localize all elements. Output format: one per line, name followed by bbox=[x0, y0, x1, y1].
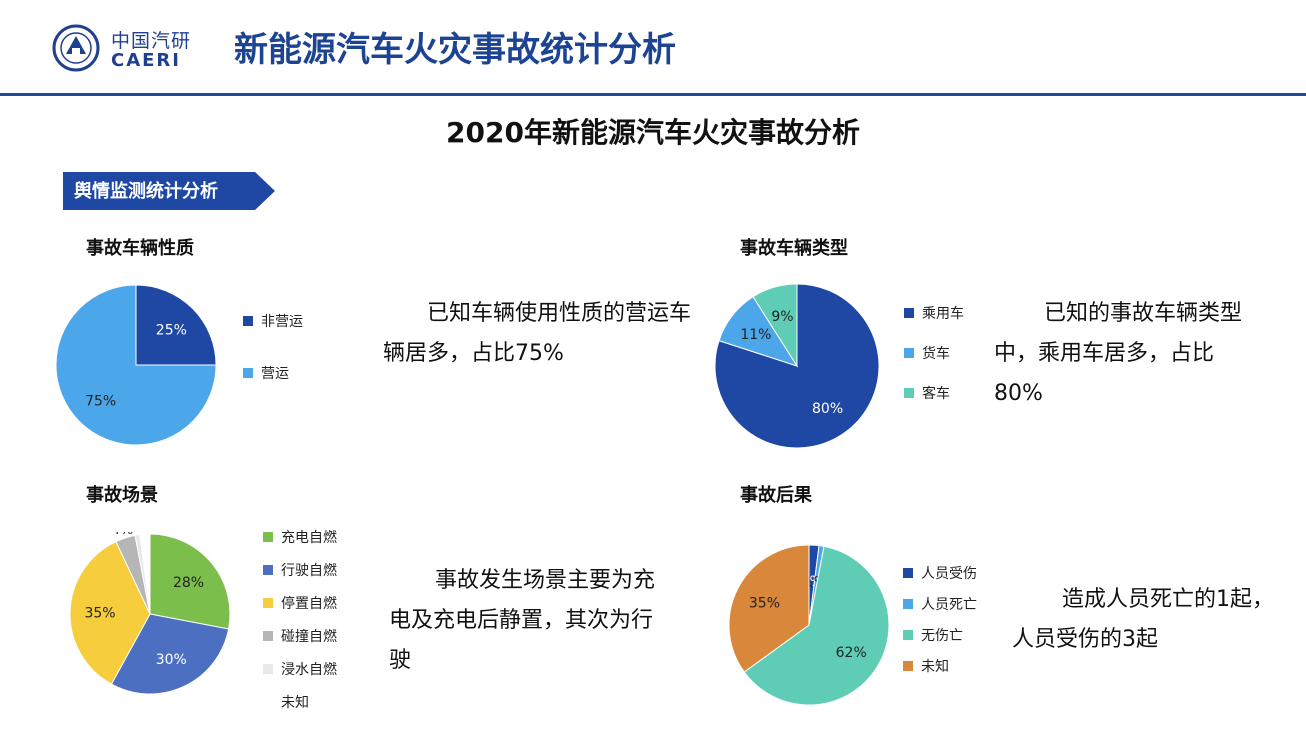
description-consequence-line1: 造成人员死亡的1起， bbox=[1062, 587, 1274, 612]
pie-slice bbox=[69, 540, 151, 685]
caeri-logo-icon bbox=[52, 24, 100, 72]
pie-chart-scenario: 28% 30% 35% 4%1%2% bbox=[69, 532, 231, 695]
legend-swatch bbox=[903, 568, 913, 578]
pie-slice-label: 11% bbox=[740, 327, 771, 343]
pie-slice bbox=[55, 284, 217, 446]
legend-swatch bbox=[263, 598, 273, 608]
description-scenario: 事故发生场景主要为充 电及充电后静置，其次为行 驶 bbox=[389, 561, 709, 681]
pie-slice-label: 4% bbox=[111, 532, 133, 538]
legend-swatch bbox=[263, 565, 273, 575]
pie-slice-label: 35% bbox=[84, 605, 115, 621]
section-tag-label: 舆情监测统计分析 bbox=[74, 181, 218, 202]
pie-slice bbox=[135, 284, 217, 366]
legend-label: 浸水自燃 bbox=[281, 662, 337, 678]
legend-item: 浸水自燃 bbox=[263, 661, 337, 679]
description-vehicle-type-line3: 80% bbox=[994, 381, 1043, 406]
pie-slice-label: 80% bbox=[812, 401, 843, 417]
logo-english-text: CAERI bbox=[111, 50, 181, 71]
pie-slice-label: 2% bbox=[133, 532, 155, 534]
section-tag-shape bbox=[63, 172, 275, 210]
pie-slice-label: 75% bbox=[85, 393, 116, 409]
description-vehicle-type-line2: 中，乘用车居多，占比 bbox=[994, 341, 1215, 366]
description-scenario-line2: 电及充电后静置，其次为行 bbox=[389, 608, 654, 633]
legend-label: 碰撞自燃 bbox=[281, 629, 337, 645]
legend-label: 无伤亡 bbox=[921, 628, 963, 644]
pie-chart-consequence: 2%1%62%35% bbox=[728, 544, 890, 706]
chart-title-consequence: 事故后果 bbox=[740, 485, 812, 506]
pie-slice bbox=[139, 533, 151, 615]
legend-label: 人员死亡 bbox=[921, 597, 977, 613]
pie-slice-label: 9% bbox=[771, 309, 793, 325]
legend-item: 停置自燃 bbox=[263, 595, 337, 613]
legend-label: 货车 bbox=[922, 346, 950, 362]
pie-slice-label: 28% bbox=[173, 575, 204, 591]
chart-title-scenario: 事故场景 bbox=[86, 485, 158, 506]
pie-chart-vehicle-use: 25% 75% bbox=[55, 284, 217, 446]
legend-label: 营运 bbox=[261, 366, 289, 382]
legend-item: 人员受伤 bbox=[903, 565, 977, 583]
pie-slice-label: 30% bbox=[156, 652, 187, 668]
header-bar bbox=[0, 0, 1306, 93]
legend-swatch bbox=[263, 532, 273, 542]
legend-label: 停置自燃 bbox=[281, 596, 337, 612]
legend-swatch bbox=[903, 661, 913, 671]
header-divider bbox=[0, 93, 1306, 96]
legend-swatch bbox=[263, 697, 273, 707]
description-scenario-line1: 事故发生场景主要为充 bbox=[435, 568, 656, 593]
pie-slice bbox=[728, 544, 810, 673]
chart-title-vehicle-use: 事故车辆性质 bbox=[86, 238, 194, 259]
page-title: 2020年新能源汽车火灾事故分析 bbox=[446, 116, 860, 149]
legend-label: 未知 bbox=[281, 695, 309, 711]
header-title: 新能源汽车火灾事故统计分析 bbox=[234, 30, 676, 70]
legend-label: 非营运 bbox=[261, 314, 303, 330]
legend-swatch bbox=[904, 388, 914, 398]
pie-slice bbox=[149, 533, 231, 630]
legend-swatch bbox=[243, 368, 253, 378]
pie-slice-label: 35% bbox=[749, 595, 780, 611]
legend-item: 充电自燃 bbox=[263, 529, 337, 547]
legend-swatch bbox=[243, 316, 253, 326]
legend-item: 未知 bbox=[263, 694, 309, 712]
description-consequence: 造成人员死亡的1起， 人员受伤的3起 bbox=[1012, 580, 1302, 660]
legend-item: 营运 bbox=[243, 365, 289, 383]
legend-swatch bbox=[904, 308, 914, 318]
legend-swatch bbox=[263, 664, 273, 674]
legend-item: 未知 bbox=[903, 658, 949, 676]
legend-item: 非营运 bbox=[243, 313, 303, 331]
description-vehicle-type-line1: 已知的事故车辆类型 bbox=[1044, 301, 1243, 326]
legend-item: 人员死亡 bbox=[903, 596, 977, 614]
pie-chart-vehicle-type: 80% 11%9% bbox=[714, 283, 880, 449]
legend-label: 乘用车 bbox=[922, 306, 964, 322]
logo-chinese-text: 中国汽研 bbox=[111, 30, 192, 52]
pie-slice-label: 25% bbox=[156, 323, 187, 339]
legend-item: 客车 bbox=[904, 385, 950, 403]
legend-label: 未知 bbox=[921, 659, 949, 675]
legend-label: 充电自燃 bbox=[281, 530, 337, 546]
legend-swatch bbox=[263, 631, 273, 641]
description-vehicle-use: 已知车辆使用性质的营运车辆居多，占比75% bbox=[383, 301, 692, 366]
description-vehicle-type: 已知的事故车辆类型 中，乘用车居多，占比 80% bbox=[994, 294, 1294, 414]
legend-item: 行驶自燃 bbox=[263, 562, 337, 580]
pie-slice-label: 62% bbox=[836, 645, 867, 661]
legend-item: 碰撞自燃 bbox=[263, 628, 337, 646]
description-scenario-line3: 驶 bbox=[389, 648, 412, 673]
legend-swatch bbox=[903, 599, 913, 609]
pie-slice bbox=[752, 283, 798, 368]
legend-item: 乘用车 bbox=[904, 305, 964, 323]
description-consequence-line2: 人员受伤的3起 bbox=[1012, 627, 1158, 652]
legend-label: 行驶自燃 bbox=[281, 563, 337, 579]
legend-item: 货车 bbox=[904, 345, 950, 363]
pie-slice bbox=[110, 613, 230, 695]
pie-slice-label: 1% bbox=[125, 532, 147, 535]
pie-slice bbox=[743, 545, 890, 706]
legend-label: 人员受伤 bbox=[921, 566, 977, 582]
legend-label: 客车 bbox=[922, 386, 950, 402]
legend-swatch bbox=[903, 630, 913, 640]
legend-item: 无伤亡 bbox=[903, 627, 963, 645]
chart-title-vehicle-type: 事故车辆类型 bbox=[740, 238, 848, 259]
legend-swatch bbox=[904, 348, 914, 358]
